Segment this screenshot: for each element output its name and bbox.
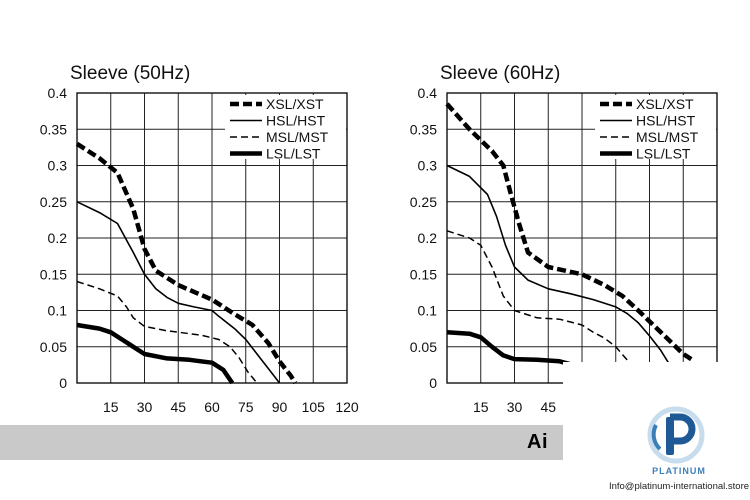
legend-label: HSL/HST [266,113,326,129]
footer-band-text: Ai [527,431,548,453]
chart-title: Sleeve (60Hz) [440,63,560,84]
series-line-msl-mst [446,230,639,377]
y-tick-label: 0 [429,375,437,391]
legend-label: MSL/MST [266,129,329,145]
y-tick-label: 0.15 [40,266,67,282]
platinum-logo-icon [647,406,705,464]
series-line-hsl-hst [446,164,673,369]
y-tick-label: 0.25 [410,194,437,210]
legend-label: XSL/XST [636,96,694,112]
chart-sleeve-60hz: Sleeve (60Hz) 0 0.05 0.1 0.15 0.2 0.25 0.3 0.35 0… [410,63,718,415]
x-tick-label: 105 [302,399,326,415]
x-tick-label: 30 [507,399,523,415]
chart-title: Sleeve (50Hz) [70,63,190,84]
y-tick-label: 0.2 [48,230,68,246]
y-tick-label: 0.1 [48,303,68,319]
logo-backdrop [563,362,750,500]
chart-sleeve-50hz: Sleeve (50Hz) 0 0.05 0.1 0.15 0.2 0.25 0.3 0.35 0… [40,63,359,415]
series-line-msl-mst [76,280,258,384]
x-tick-label: 60 [204,399,220,415]
y-tick-label: 0.4 [48,85,68,101]
y-tick-label: 0.4 [418,85,438,101]
x-tick-label: 45 [170,399,186,415]
legend-label: XSL/XST [266,96,324,112]
series-line-xsl-xst [75,141,298,385]
y-tick-label: 0 [59,375,67,391]
x-tick-label: 75 [238,399,254,415]
y-tick-label: 0.1 [418,303,438,319]
platinum-logo-name: PLATINUM [652,466,706,476]
y-tick-label: 0.05 [410,339,437,355]
x-tick-label: 30 [137,399,153,415]
series-line-lsl-lst [446,330,574,368]
x-tick-label: 90 [272,399,288,415]
platinum-logo: PLATINUM Info@platinum-international.sto… [608,405,750,500]
y-tick-label: 0.15 [410,266,437,282]
y-tick-label: 0.25 [40,194,67,210]
y-tick-label: 0.05 [40,339,67,355]
legend-label: LSL/LST [266,146,321,162]
y-tick-label: 0.3 [48,158,68,174]
legend-label: HSL/HST [636,113,696,129]
y-tick-label: 0.35 [410,121,437,137]
x-tick-label: 15 [103,399,119,415]
y-tick-label: 0.2 [418,230,438,246]
legend-label: MSL/MST [636,129,699,145]
series-line-xsl-xst [445,102,696,364]
x-tick-label: 15 [473,399,489,415]
platinum-email: Info@platinum-international.store [608,481,750,492]
legend-label: LSL/LST [636,146,691,162]
y-tick-label: 0.35 [40,121,67,137]
x-tick-label: 45 [540,399,556,415]
x-tick-label: 120 [335,399,359,415]
series-line-lsl-lst [76,322,235,385]
y-tick-label: 0.3 [418,158,438,174]
series-line-hsl-hst [76,201,281,384]
plot-frame [76,92,348,384]
